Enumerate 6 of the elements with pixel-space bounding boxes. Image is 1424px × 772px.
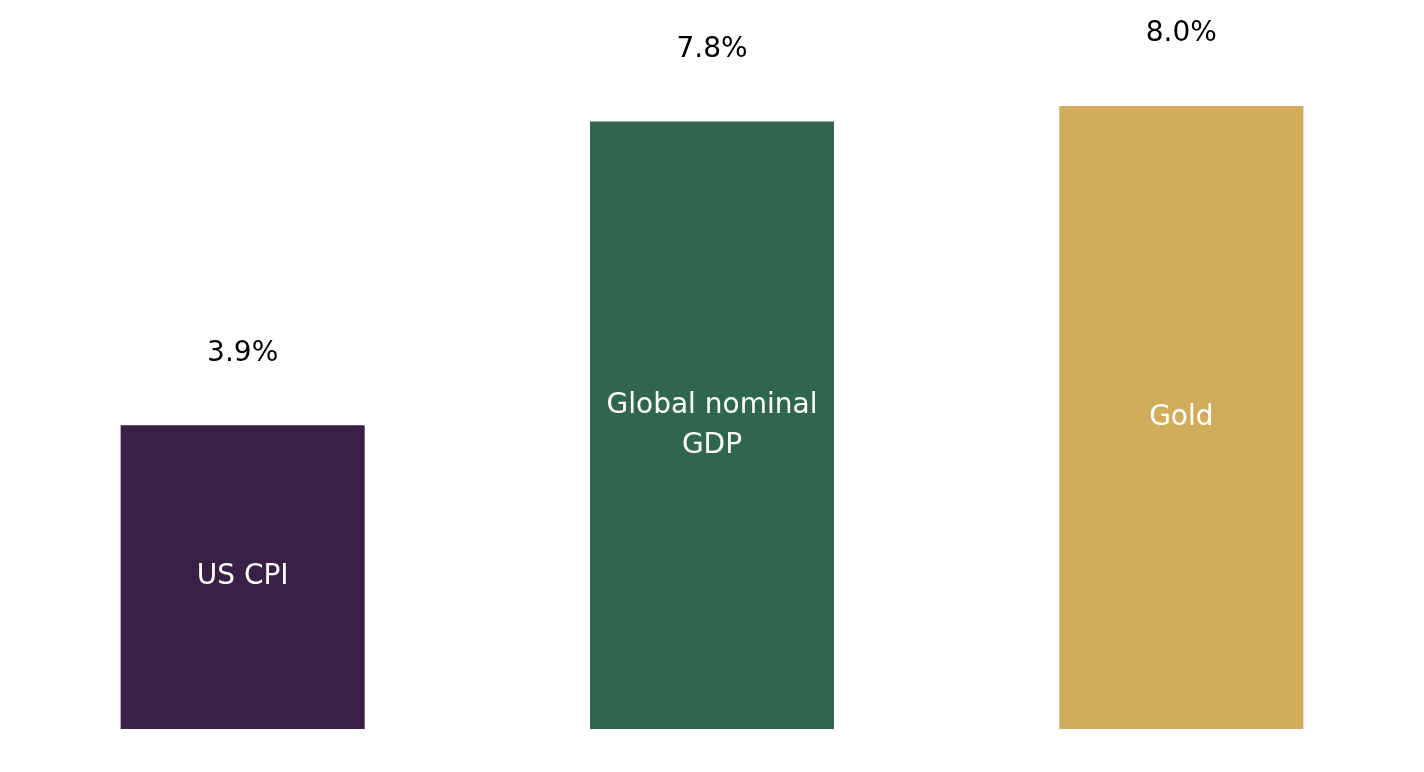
data-label: 3.9% <box>207 334 279 368</box>
x-tick-label: Global nominal GDP <box>606 386 818 460</box>
x-tick-label: Gold <box>1149 398 1214 432</box>
data-label: 7.8% <box>676 30 748 64</box>
data-label: 8.0% <box>1145 15 1217 49</box>
x-tick-label: US CPI <box>196 558 289 592</box>
